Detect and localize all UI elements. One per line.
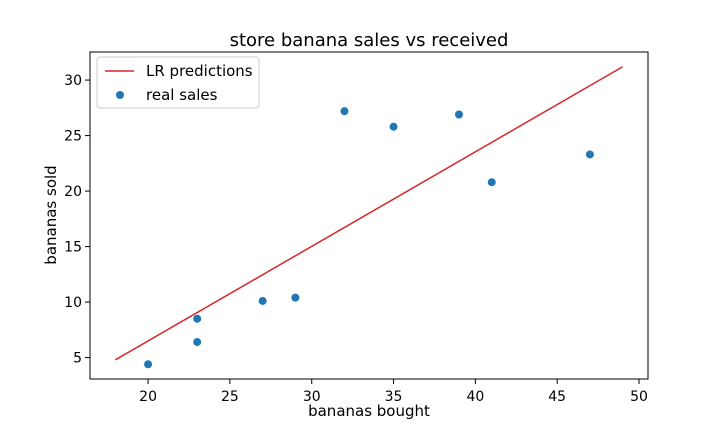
scatter-point	[193, 314, 202, 323]
x-tick-label: 50	[630, 389, 648, 405]
scatter-point	[258, 296, 267, 305]
y-axis-ticks: 5 10 15 20 25 30	[64, 73, 90, 367]
x-axis-label: bananas bought	[308, 402, 430, 420]
x-tick-label: 40	[466, 389, 484, 405]
legend-dot-label: real sales	[146, 86, 218, 104]
y-tick-label: 25	[64, 129, 82, 145]
legend-dot-swatch	[116, 91, 124, 99]
y-tick-label: 15	[64, 240, 82, 256]
regression-line	[114, 66, 624, 361]
scatter-point	[144, 360, 153, 369]
y-axis-label: bananas sold	[42, 165, 60, 264]
x-tick-label: 25	[221, 389, 239, 405]
y-tick-label: 5	[73, 351, 82, 367]
scatter-point	[455, 110, 463, 119]
scatter-point	[487, 178, 496, 187]
legend-box	[96, 56, 260, 109]
y-tick-label: 20	[64, 184, 82, 200]
scatter-point	[585, 150, 594, 159]
scatter-point	[193, 338, 202, 347]
scatter-point	[389, 122, 398, 131]
legend-line-label: LR predictions	[146, 62, 253, 80]
scatter-point	[291, 293, 300, 302]
x-tick-label: 20	[139, 389, 157, 405]
series-layer	[114, 66, 624, 369]
x-tick-label: 35	[385, 389, 403, 405]
x-axis-ticks: 20 25 30 35 40 45 50	[139, 379, 648, 405]
scatter-point	[340, 107, 349, 116]
x-tick-label: 45	[548, 389, 566, 405]
legend: LR predictions real sales	[96, 56, 260, 109]
x-tick-label: 30	[303, 389, 321, 405]
y-tick-label: 30	[64, 73, 82, 89]
y-tick-label: 10	[64, 295, 82, 311]
chart-title: store banana sales vs received	[230, 30, 509, 51]
